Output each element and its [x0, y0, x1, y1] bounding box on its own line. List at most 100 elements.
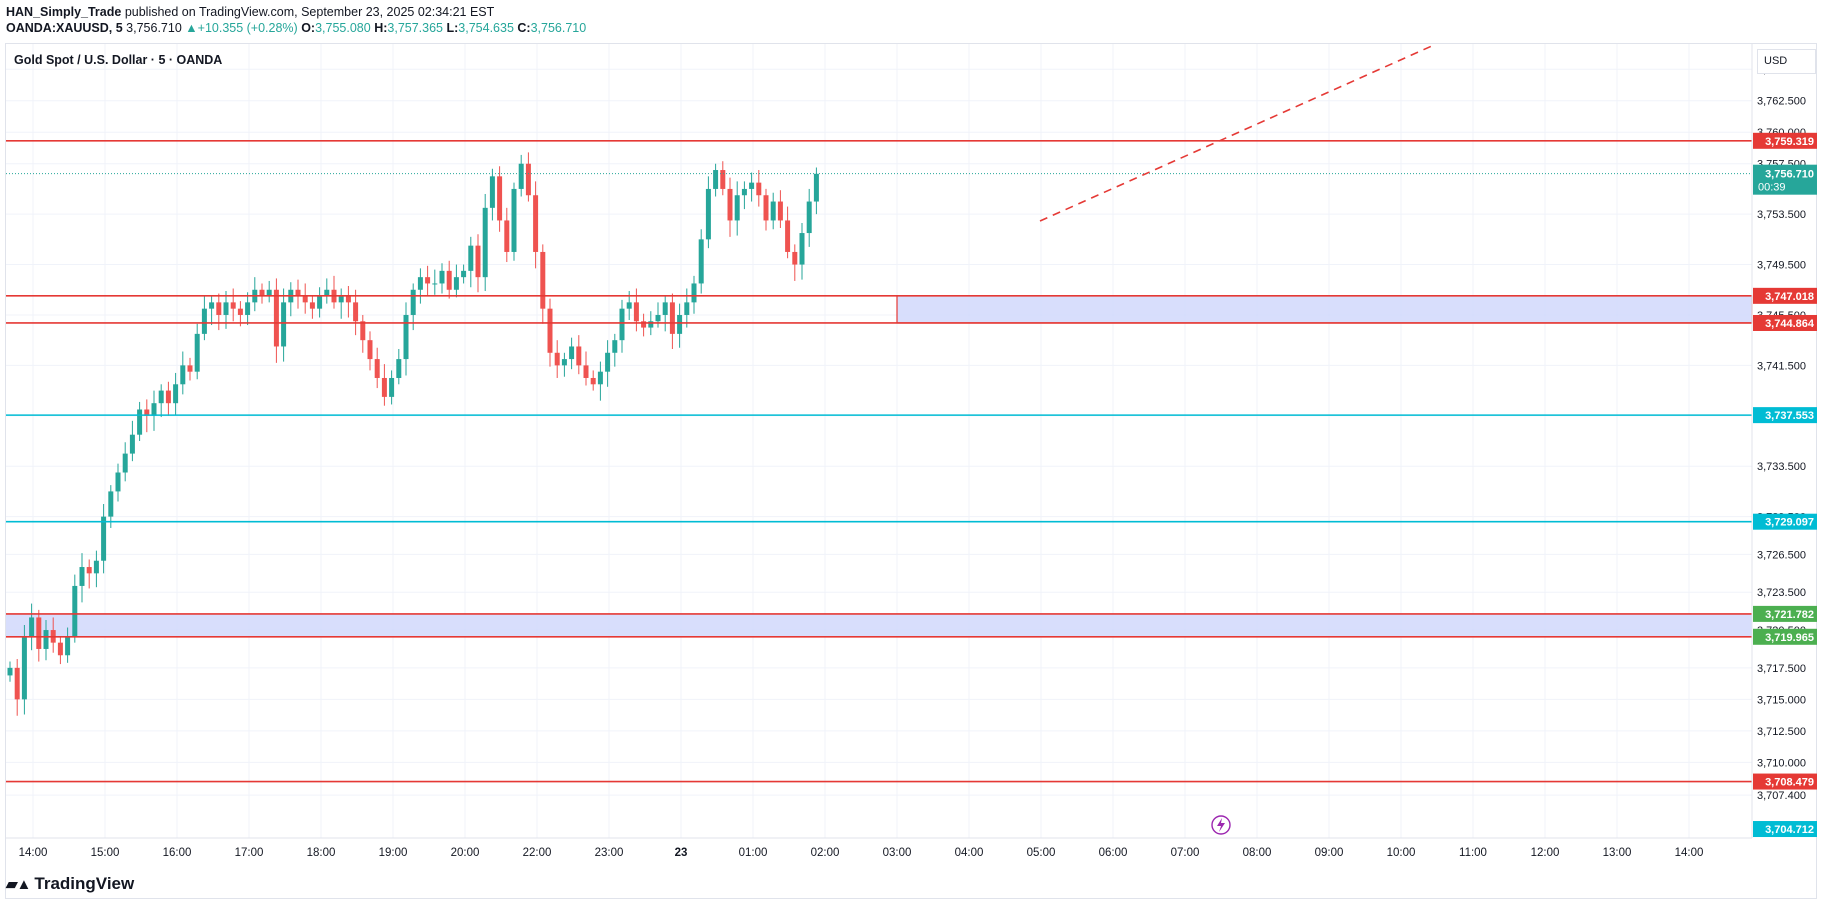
level-price-tag	[1753, 407, 1817, 424]
level-price-tag	[1753, 314, 1817, 331]
time-tick-label: 05:00	[1027, 847, 1056, 859]
candle-body	[7, 667, 13, 676]
candle-body	[43, 630, 49, 649]
level-price-text: 3,744.864	[1765, 318, 1815, 330]
candle-body	[662, 302, 668, 315]
price-axis: 3,765.0003,762.5003,760.0003,757.5003,75…	[1751, 44, 1806, 838]
level-price-tag	[1753, 287, 1817, 304]
candle-body	[410, 289, 416, 315]
candle-body	[497, 176, 503, 221]
price-change: +10.355 (+0.28%)	[197, 21, 298, 35]
candle-body	[554, 352, 560, 366]
price-tick-label: 3,707.400	[1757, 790, 1806, 802]
time-tick-label: 08:00	[1243, 847, 1272, 859]
candle-body	[792, 251, 798, 265]
candle-body	[353, 302, 359, 322]
level-price-tag	[1753, 773, 1817, 790]
countdown-text: 00:39	[1758, 182, 1786, 194]
candle-body	[741, 188, 747, 196]
candle-body	[518, 163, 524, 189]
candle-body	[489, 176, 495, 208]
level-price-text: 3,729.097	[1765, 517, 1814, 529]
candle-body	[374, 359, 380, 378]
level-price-tag	[1753, 628, 1817, 645]
last-price: 3,756.710	[126, 21, 182, 35]
candle-body	[65, 636, 71, 656]
candle-body	[151, 403, 157, 416]
candle-body	[389, 377, 395, 397]
demand-zone-upper	[896, 295, 1753, 324]
candles-layer	[7, 152, 819, 716]
time-tick-label: 17:00	[235, 847, 264, 859]
candle-body	[677, 314, 683, 334]
candle-body	[799, 233, 805, 265]
tradingview-logo-icon: ▰▲	[6, 876, 31, 893]
candle-body	[439, 270, 445, 284]
currency-selector[interactable]: USD	[1757, 49, 1816, 74]
candle-body	[129, 434, 135, 454]
price-tick-label: 3,753.500	[1757, 209, 1806, 221]
candle-body	[482, 207, 488, 278]
candle-body	[180, 365, 186, 385]
high-label: H:	[374, 21, 388, 35]
time-tick-label: 15:00	[91, 847, 120, 859]
candle-body	[281, 302, 287, 347]
time-tick-label: 01:00	[739, 847, 768, 859]
chart-frame	[5, 43, 1817, 899]
level-price-text: 3,737.553	[1765, 410, 1814, 422]
candle-body	[36, 617, 42, 649]
candle-body	[734, 195, 740, 221]
low-label: L:	[446, 21, 459, 35]
demand-zone-lower	[6, 613, 1752, 637]
symbol-label: OANDA:XAUUSD, 5	[6, 21, 123, 35]
candle-body	[259, 289, 265, 297]
lightning-bolt-glyph	[1217, 818, 1225, 832]
time-tick-label: 23	[675, 847, 688, 859]
candle-body	[547, 308, 553, 353]
candle-body	[720, 170, 726, 189]
candle-body	[309, 302, 315, 309]
open-label: O:	[301, 21, 316, 35]
candle-body	[367, 340, 373, 360]
candle-body	[806, 201, 812, 234]
time-tick-label: 20:00	[451, 847, 480, 859]
candle-body	[713, 170, 719, 189]
candle-body	[684, 302, 690, 315]
candle-body	[669, 302, 675, 334]
price-tick-label: 3,715.000	[1757, 694, 1806, 706]
chart-title: Gold Spot / U.S. Dollar · 5 · OANDA	[14, 53, 223, 67]
price-tick-label: 3,762.500	[1757, 96, 1806, 108]
author-name[interactable]: HAN_Simply_Trade	[6, 5, 122, 19]
close-label: C:	[517, 21, 531, 35]
candle-body	[295, 289, 301, 297]
tradingview-logo: ▰▲ TradingView	[6, 874, 134, 894]
candle-body	[727, 188, 733, 221]
candle-body	[777, 201, 783, 221]
time-tick-label: 16:00	[163, 847, 192, 859]
candle-body	[237, 308, 243, 315]
price-tick-label: 3,741.500	[1757, 360, 1806, 372]
time-tick-label: 07:00	[1171, 847, 1200, 859]
level-price-tag	[1753, 513, 1817, 530]
trendline-layer	[1039, 44, 1435, 835]
time-tick-label: 10:00	[1387, 847, 1416, 859]
candle-body	[115, 472, 121, 492]
time-tick-label: 14:00	[1675, 847, 1704, 859]
candle-body	[749, 182, 755, 189]
price-tick-label: 3,712.500	[1757, 726, 1806, 738]
candle-body	[360, 321, 366, 341]
candle-body	[633, 302, 639, 322]
time-axis: 14:00 15:00 16:00 17:00 18:00 19:00 20:00 22:00…	[6, 837, 1752, 859]
candle-body	[201, 308, 207, 334]
high-value: 3,757.365	[387, 21, 443, 35]
candle-body	[194, 333, 200, 372]
candle-body	[324, 289, 330, 297]
candle-body	[468, 245, 474, 271]
candle-body	[57, 642, 63, 656]
level-price-tag	[1753, 132, 1817, 149]
candle-body	[597, 371, 603, 385]
level-price-tag	[1753, 605, 1817, 622]
time-tick-label: 23:00	[595, 847, 624, 859]
price-tick-label: 3,710.000	[1757, 757, 1806, 769]
